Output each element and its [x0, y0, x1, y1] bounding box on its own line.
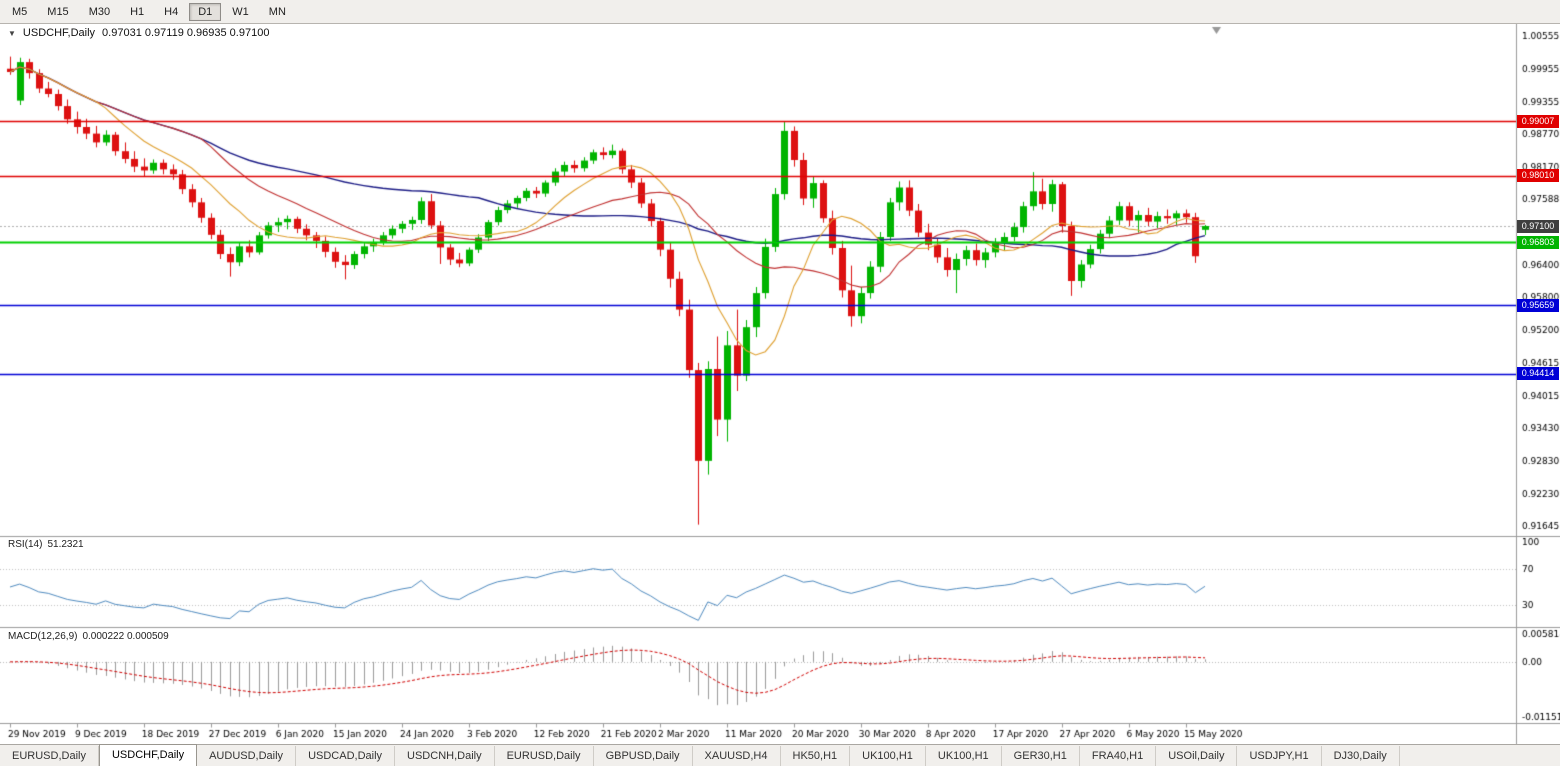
price-tag-0.98010: 0.98010 [1517, 169, 1559, 183]
rsi-name: RSI(14) [8, 539, 43, 550]
symbol-tabbar: EURUSD,Daily USDCHF,Daily AUDUSD,Daily USDC… [0, 744, 1560, 766]
symbol-tab-14-usdjpy-h1[interactable]: USDJPY,H1 [1237, 746, 1322, 766]
macd-name: MACD(12,26,9) [8, 631, 78, 642]
macd-indicator-label: MACD(12,26,9) 0.000222 0.000509 [8, 631, 169, 642]
symbol-tab-9-uk100-h1[interactable]: UK100,H1 [850, 746, 926, 766]
symbol-tab-12-fra40-h1[interactable]: FRA40,H1 [1080, 746, 1157, 766]
chart-symbol-label: USDCHF,Daily [22, 27, 96, 39]
chart-title: ▼ USDCHF,Daily 0.97031 0.97119 0.96935 0… [8, 27, 269, 39]
symbol-tab-0-eurusd-daily[interactable]: EURUSD,Daily [0, 746, 99, 766]
chart-ohlc-values: 0.97031 0.97119 0.96935 0.97100 [102, 27, 270, 39]
symbol-tab-13-usoil-daily[interactable]: USOil,Daily [1156, 746, 1238, 766]
timeframe-button-d1[interactable]: D1 [189, 2, 222, 21]
chart-menu-icon[interactable]: ▼ [8, 28, 16, 38]
price-tag-0.95659: 0.95659 [1517, 298, 1559, 312]
timeframe-button-mn[interactable]: MN [268, 5, 286, 18]
symbol-tab-2-audusd-daily[interactable]: AUDUSD,Daily [197, 746, 297, 766]
symbol-tab-4-usdcnh-daily[interactable]: USDCNH,Daily [395, 746, 495, 766]
price-tag-0.99007: 0.99007 [1517, 114, 1559, 128]
price-tag-0.96803: 0.96803 [1517, 235, 1559, 249]
symbol-tab-10-uk100-h1[interactable]: UK100,H1 [926, 746, 1002, 766]
symbol-tab-3-usdcad-daily[interactable]: USDCAD,Daily [296, 746, 396, 766]
timeframe-button-m5[interactable]: M5 [12, 5, 28, 18]
price-tag-0.94414: 0.94414 [1517, 367, 1559, 381]
symbol-tab-6-gbpusd-daily[interactable]: GBPUSD,Daily [594, 746, 693, 766]
rsi-indicator-label: RSI(14) 51.2321 [8, 539, 84, 550]
timeframe-button-h4[interactable]: H4 [164, 5, 179, 18]
symbol-tab-5-eurusd-daily[interactable]: EURUSD,Daily [495, 746, 594, 766]
symbol-tab-7-xauusd-h4[interactable]: XAUUSD,H4 [693, 746, 781, 766]
symbol-tab-11-ger30-h1[interactable]: GER30,H1 [1002, 746, 1080, 766]
timeframe-toolbar: M5 M15 M30 H1 H4 D1 W1 MN [0, 0, 1560, 24]
timeframe-button-w1[interactable]: W1 [232, 5, 249, 18]
macd-values: 0.000222 0.000509 [82, 631, 169, 642]
timeframe-button-h1[interactable]: H1 [130, 5, 145, 18]
price-tag-0.97100: 0.97100 [1517, 219, 1559, 233]
symbol-tab-1-usdchf-daily[interactable]: USDCHF,Daily [98, 744, 198, 766]
symbol-tab-15-dj30-daily[interactable]: DJ30,Daily [1322, 746, 1400, 766]
symbol-tab-8-hk50-h1[interactable]: HK50,H1 [781, 746, 851, 766]
timeframe-button-m30[interactable]: M30 [88, 5, 111, 18]
rsi-value: 51.2321 [47, 539, 84, 550]
timeframe-button-m15[interactable]: M15 [47, 5, 69, 18]
price-chart-canvas[interactable] [0, 24, 1560, 744]
